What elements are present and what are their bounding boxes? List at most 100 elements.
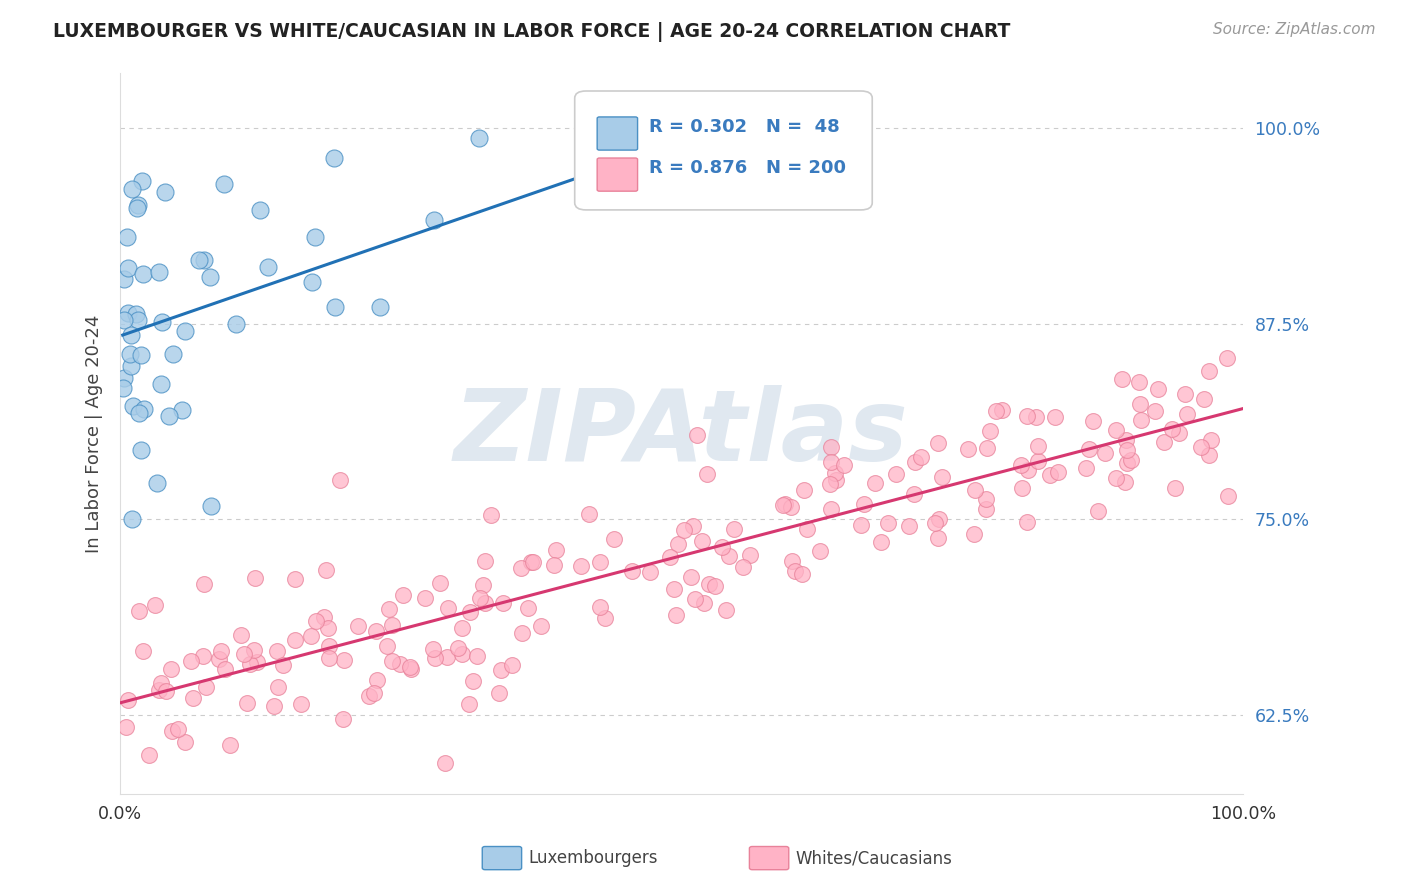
Point (965, 483, 987, 497)
FancyBboxPatch shape (575, 91, 872, 210)
Point (468, 591, 491, 605)
Point (243, 642, 266, 657)
Point (664, 582, 686, 597)
Point (1153, 434, 1175, 449)
Point (138, 748, 160, 763)
Point (284, 572, 307, 586)
Point (364, 624, 387, 638)
Point (1028, 454, 1050, 468)
Point (131, 174, 153, 188)
Point (603, 532, 626, 546)
Point (1043, 410, 1066, 425)
Point (1026, 439, 1049, 453)
Point (271, 658, 294, 673)
Point (368, 300, 391, 314)
Point (180, 654, 202, 668)
Point (209, 643, 232, 657)
Point (543, 558, 565, 572)
Point (679, 570, 702, 584)
Point (127, 313, 149, 327)
Point (195, 680, 218, 694)
Point (517, 601, 540, 615)
Point (305, 614, 328, 628)
Point (1111, 371, 1133, 385)
Point (304, 230, 326, 244)
Point (1025, 409, 1047, 424)
Point (380, 617, 402, 632)
Point (121, 512, 143, 526)
Point (686, 428, 709, 442)
Point (772, 499, 794, 513)
Point (461, 673, 484, 688)
Point (120, 328, 142, 343)
Point (159, 662, 181, 676)
Point (957, 442, 980, 456)
Point (474, 554, 496, 568)
Point (589, 556, 612, 570)
Point (820, 455, 842, 469)
Point (489, 663, 512, 677)
Point (696, 467, 718, 482)
Point (429, 576, 451, 591)
Point (474, 595, 496, 609)
Point (512, 625, 534, 640)
Point (1076, 461, 1098, 475)
Point (125, 307, 148, 321)
Point (122, 399, 145, 413)
Point (692, 533, 714, 548)
Point (1116, 442, 1139, 457)
Point (1116, 456, 1139, 470)
Point (924, 516, 946, 530)
Point (465, 648, 488, 663)
Point (243, 571, 266, 585)
Point (1105, 423, 1128, 437)
Point (193, 576, 215, 591)
Text: ZIPAtlas: ZIPAtlas (454, 384, 908, 482)
Point (225, 317, 247, 331)
Point (125, 201, 148, 215)
Point (208, 651, 231, 665)
Point (979, 424, 1001, 438)
Point (423, 212, 446, 227)
Point (1192, 392, 1215, 407)
Point (117, 693, 139, 707)
Point (1189, 440, 1212, 454)
Point (129, 443, 152, 458)
Point (658, 549, 681, 564)
Point (146, 476, 169, 491)
Point (153, 185, 176, 199)
Point (434, 756, 457, 771)
Point (111, 381, 134, 395)
Point (214, 662, 236, 676)
Point (447, 641, 470, 656)
Point (931, 469, 953, 483)
Point (263, 698, 285, 713)
Point (877, 516, 900, 531)
Point (793, 483, 815, 498)
Point (818, 476, 841, 491)
Point (1129, 413, 1152, 427)
Point (155, 684, 177, 698)
Point (115, 720, 138, 734)
Point (128, 604, 150, 618)
Point (143, 598, 166, 612)
Point (682, 519, 704, 533)
Point (697, 577, 720, 591)
Point (1174, 386, 1197, 401)
Point (546, 543, 568, 558)
Point (683, 592, 706, 607)
Point (188, 252, 211, 267)
Point (796, 522, 818, 536)
Point (665, 607, 688, 622)
Point (974, 502, 997, 516)
Point (333, 653, 356, 667)
Point (290, 698, 312, 712)
Point (160, 724, 183, 739)
Point (1167, 426, 1189, 441)
Point (569, 558, 592, 573)
Point (232, 648, 254, 662)
Point (509, 561, 531, 575)
Point (990, 403, 1012, 417)
Point (976, 441, 998, 455)
Point (522, 555, 544, 569)
